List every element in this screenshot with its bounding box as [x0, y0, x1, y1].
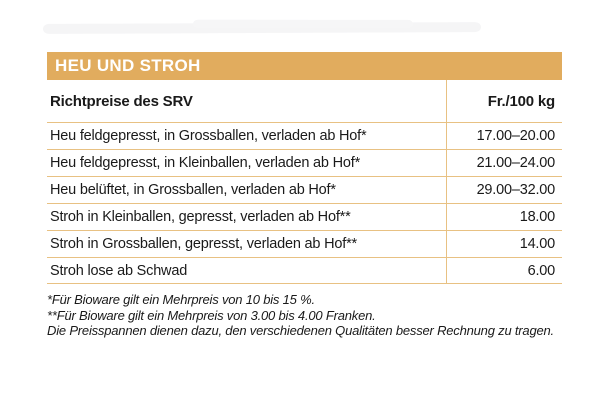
footnotes: *Für Bioware gilt ein Mehrpreis von 10 b…	[47, 292, 567, 339]
table-row: Heu feldgepresst, in Grossballen, verlad…	[47, 122, 562, 149]
price-table: Richtpreise des SRV Fr./100 kg Heu feldg…	[47, 80, 562, 284]
row-label: Stroh in Kleinballen, gepresst, verladen…	[50, 209, 351, 225]
footnote-line: *Für Bioware gilt ein Mehrpreis von 10 b…	[47, 292, 315, 307]
row-label: Heu feldgepresst, in Kleinballen, verlad…	[50, 155, 361, 171]
section-header-bar: HEU UND STROH	[47, 52, 562, 80]
column-header-product: Richtpreise des SRV	[50, 92, 193, 110]
row-price: 21.00–24.00	[446, 150, 562, 176]
row-label: Stroh lose ab Schwad	[50, 262, 188, 279]
row-label: Heu feldgepresst, in Grossballen, verlad…	[50, 128, 367, 144]
footnote-line: Die Preisspannen dienen dazu, den versch…	[47, 323, 554, 338]
row-price: 18.00	[446, 204, 562, 230]
table-row: Heu belüftet, in Grossballen, verladen a…	[47, 176, 562, 203]
column-header-price: Fr./100 kg	[446, 80, 562, 122]
row-price: 29.00–32.00	[446, 177, 562, 203]
row-label: Heu belüftet, in Grossballen, verladen a…	[50, 182, 336, 198]
row-price: 14.00	[446, 231, 562, 257]
row-price: 6.00	[446, 258, 562, 283]
table-row: Stroh in Kleinballen, gepresst, verladen…	[47, 203, 562, 230]
section-title: HEU UND STROH	[55, 56, 201, 75]
erased-line-smear	[42, 22, 482, 34]
table-row: Stroh in Grossballen, gepresst, verladen…	[47, 230, 562, 257]
table-header-row: Richtpreise des SRV Fr./100 kg	[47, 80, 562, 122]
row-price: 17.00–20.00	[446, 123, 562, 149]
table-row: Stroh lose ab Schwad 6.00	[47, 257, 562, 284]
table-row: Heu feldgepresst, in Kleinballen, verlad…	[47, 149, 562, 176]
row-label: Stroh in Grossballen, gepresst, verladen…	[50, 236, 357, 252]
footnote-line: **Für Bioware gilt ein Mehrpreis von 3.0…	[47, 307, 376, 323]
